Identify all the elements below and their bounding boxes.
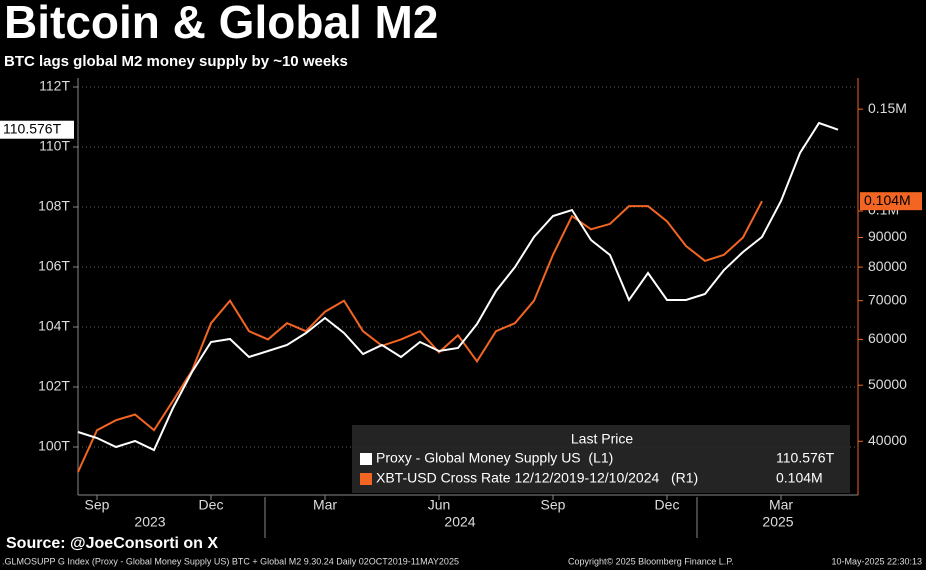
y2-tick-label: 40000 [868,432,907,448]
legend-header: Last Price [571,431,633,447]
year-label: 2024 [444,514,475,530]
y2-tick-label: 80000 [868,258,907,274]
legend-box [352,425,850,493]
x-tick-label: Mar [313,497,337,513]
last-price-label: 0.104M [864,192,911,208]
x-tick-label: Mar [769,497,793,513]
y-tick-label: 108T [38,198,70,214]
series-line [77,121,839,452]
y2-tick-label: 60000 [868,330,907,346]
y-tick-label: 100T [38,438,70,454]
legend-value: 110.576T [776,450,835,466]
y2-tick-label: 70000 [868,291,907,307]
legend-value: 0.104M [776,470,823,486]
y2-tick-label: 90000 [868,228,907,244]
chart-title: Bitcoin & Global M2 [4,0,438,48]
x-tick-label: Sep [85,497,110,513]
x-tick-label: Dec [199,497,224,513]
last-price-tag [0,120,74,139]
y2-tick-label: 50000 [868,376,907,392]
y2-tick-label: 0.15M [868,100,907,116]
y-tick-label: 106T [38,258,70,274]
last-price-label: 110.576T [3,120,62,136]
legend-label: Proxy - Global Money Supply US (L1) [376,450,613,466]
last-price-tag [860,192,922,211]
year-label: 2023 [134,514,165,530]
year-label: 2025 [762,514,793,530]
x-tick-label: Jun [428,497,451,513]
y-tick-label: 102T [38,378,70,394]
footer: .GLMOSUPP G Index (Proxy - Global Money … [2,556,459,566]
legend-swatch [360,453,372,465]
y-tick-label: 104T [38,318,70,334]
y-tick-label: 112T [39,78,70,94]
legend-swatch [360,473,372,485]
legend-label: XBT-USD Cross Rate 12/12/2019-12/10/2024… [376,470,698,486]
chart-subtitle: BTC lags global M2 money supply by ~10 w… [4,53,348,70]
source: Source: @JoeConsorti on X [6,535,218,552]
footer: 10-May-2025 22:30:13 [831,556,922,566]
x-tick-label: Sep [541,497,566,513]
y-tick-label: 110T [39,138,70,154]
footer: Copyright© 2025 Bloomberg Finance L.P. [568,556,734,566]
x-tick-label: Dec [655,497,680,513]
